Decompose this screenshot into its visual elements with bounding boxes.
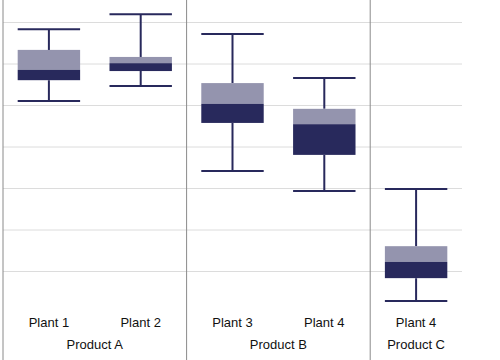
group-label: Product C <box>387 337 445 352</box>
whisker-lower <box>415 278 417 301</box>
group-separators <box>187 0 371 360</box>
whisker-cap-lower <box>201 170 263 172</box>
box-lower <box>201 104 263 123</box>
box-plot <box>385 189 447 301</box>
boxes <box>18 14 448 301</box>
group-label: Product B <box>250 337 307 352</box>
grid-line <box>3 188 462 189</box>
whisker-cap-lower <box>18 100 80 102</box>
grid-line <box>3 22 462 23</box>
box-plot <box>201 34 263 171</box>
whisker-lower <box>323 155 325 191</box>
whisker-cap-lower <box>109 85 171 87</box>
box-plot <box>18 29 80 101</box>
axis-line <box>3 0 4 360</box>
box-upper <box>109 57 171 63</box>
box-upper <box>18 50 80 70</box>
whisker-lower <box>232 123 234 171</box>
group-separator <box>370 0 371 360</box>
whisker-lower <box>48 80 50 101</box>
whisker-upper <box>323 78 325 109</box>
box-lower <box>385 262 447 278</box>
box-plot <box>109 14 171 86</box>
box-lower <box>293 124 355 155</box>
whisker-cap-upper <box>201 33 263 35</box>
whisker-cap-lower <box>385 300 447 302</box>
whisker-lower <box>140 71 142 86</box>
whisker-upper <box>415 189 417 246</box>
whisker-upper <box>232 34 234 83</box>
x-tick-label: Plant 1 <box>29 315 69 330</box>
x-tick-label: Plant 4 <box>304 315 344 330</box>
whisker-upper <box>140 14 142 57</box>
grid-line <box>3 230 462 231</box>
box-lower <box>18 70 80 80</box>
whisker-cap-upper <box>18 28 80 30</box>
chart: Product A Product B Product C Plant 1 Plant … <box>0 0 500 360</box>
box-upper <box>201 83 263 104</box>
whisker-cap-upper <box>109 13 171 15</box>
box-upper <box>385 246 447 262</box>
box-lower <box>109 63 171 71</box>
box-upper <box>293 109 355 124</box>
whisker-upper <box>48 29 50 50</box>
whisker-cap-upper <box>293 77 355 79</box>
whisker-cap-upper <box>385 188 447 190</box>
x-tick-label: Plant 3 <box>212 315 252 330</box>
x-tick-label: Plant 2 <box>120 315 160 330</box>
group-label: Product A <box>67 337 124 352</box>
whisker-cap-lower <box>293 190 355 192</box>
grid <box>3 23 462 272</box>
group-separator <box>186 0 187 360</box>
box-plot <box>293 78 355 191</box>
chart-container: Product A Product B Product C Plant 1 Plant … <box>0 0 500 360</box>
x-tick-label: Plant 4 <box>396 315 436 330</box>
